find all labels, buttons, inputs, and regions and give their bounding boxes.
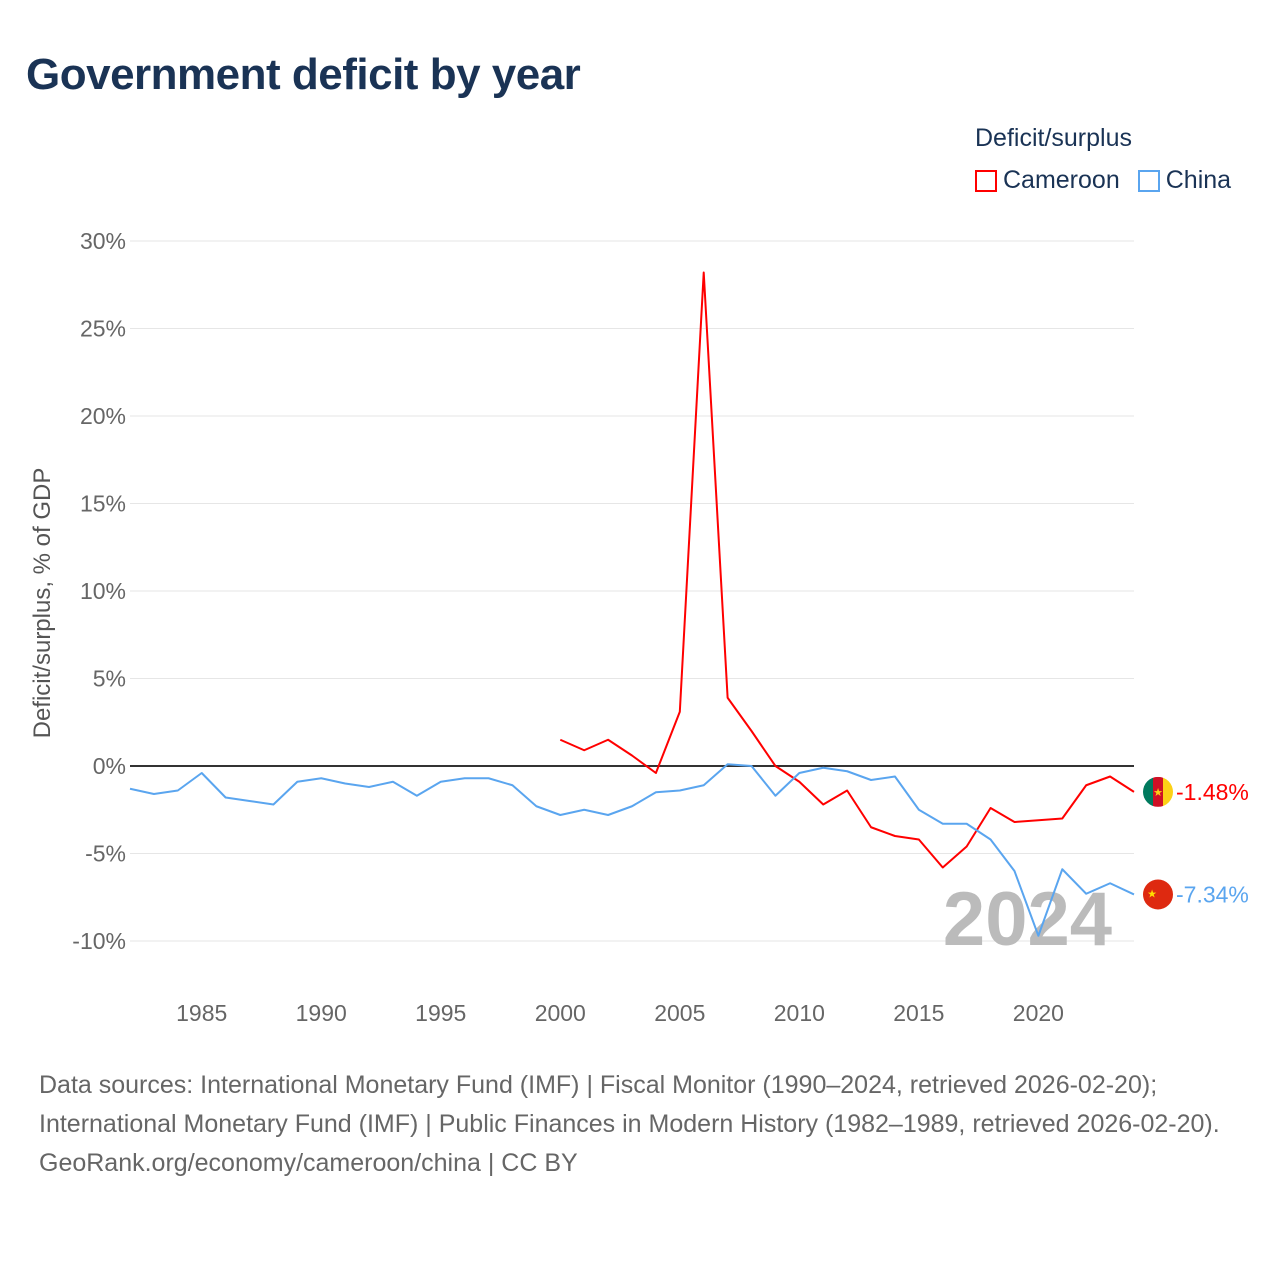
y-tick-label: -10% [72, 928, 126, 954]
y-tick-label: 10% [80, 578, 126, 604]
y-tick-label: 15% [80, 491, 126, 517]
x-tick-label: 1985 [176, 1000, 227, 1026]
flag-china-icon: ★ [1143, 879, 1173, 910]
footer: Data sources: International Monetary Fun… [39, 1066, 1239, 1183]
end-label-cameroon: -1.48% [1176, 779, 1249, 805]
legend-label-cameroon: Cameroon [1003, 166, 1120, 194]
legend-label-china: China [1165, 166, 1232, 194]
y-tick-label: 20% [80, 403, 126, 429]
legend-swatch-cameroon [975, 169, 997, 192]
x-tick-label: 2020 [1013, 1000, 1064, 1026]
y-tick-label: 5% [93, 666, 126, 692]
credit-link[interactable]: GeoRank.org/economy/cameroon/china | CC … [39, 1149, 578, 1177]
series-line-cameroon [559, 271, 1135, 869]
svg-text:★: ★ [1153, 787, 1163, 799]
x-tick-label: 2015 [893, 1000, 944, 1026]
page-title: Government deficit by year [26, 50, 581, 99]
legend-item-china[interactable]: China [1137, 166, 1232, 195]
legend: Cameroon China [975, 166, 1231, 195]
y-tick-label: 30% [80, 228, 126, 254]
svg-text:★: ★ [1147, 888, 1157, 900]
y-tick-label: 0% [93, 753, 126, 779]
watermark-year: 2024 [943, 877, 1112, 962]
legend-swatch-china [1137, 169, 1160, 192]
x-tick-label: 1990 [296, 1000, 347, 1026]
end-label-china: -7.34% [1176, 881, 1249, 907]
series-line-china [129, 763, 1135, 937]
y-tick-label: -5% [85, 841, 126, 867]
x-tick-label: 2010 [774, 1000, 825, 1026]
y-axis-label: Deficit/surplus, % of GDP [29, 468, 56, 739]
legend-title: Deficit/surplus [975, 124, 1132, 152]
x-tick-label: 2005 [654, 1000, 705, 1026]
flag-cameroon-icon: ★ [1143, 776, 1173, 807]
data-sources: Data sources: International Monetary Fun… [39, 1071, 1220, 1138]
x-tick-label: 1995 [415, 1000, 466, 1026]
legend-item-cameroon[interactable]: Cameroon [975, 166, 1120, 195]
y-tick-label: 25% [80, 316, 126, 342]
x-tick-label: 2000 [535, 1000, 586, 1026]
